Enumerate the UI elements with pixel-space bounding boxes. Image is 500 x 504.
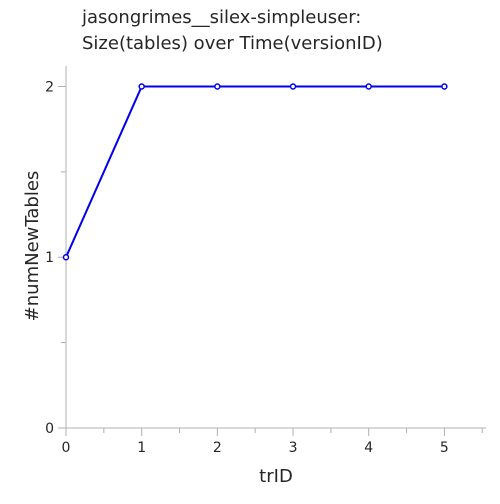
series-line (65, 85, 445, 258)
x-tick-label: 0 (62, 440, 71, 456)
chart-title-line-1: jasongrimes__silex-simpleuser: (82, 7, 362, 28)
chart-title-line-2: Size(tables) over Time(versionID) (82, 33, 383, 54)
data-point (289, 83, 297, 90)
data-point (214, 83, 221, 90)
y-tick-label: 2 (45, 79, 54, 95)
x-tick-label: 1 (137, 440, 146, 456)
data-point (62, 253, 70, 261)
series-layer (62, 83, 448, 261)
ticks: 0 1 2 3 4 5 0 1 2 (45, 79, 483, 456)
x-axis-label: trID (259, 466, 293, 487)
x-tick-label: 2 (213, 440, 222, 456)
data-point (441, 83, 448, 90)
x-tick-label: 4 (364, 440, 373, 456)
axes (65, 66, 486, 429)
y-tick-label: 1 (45, 250, 54, 266)
x-tick-label: 5 (440, 440, 449, 456)
data-point (138, 83, 145, 90)
x-tick-label: 3 (289, 440, 298, 456)
y-tick-label: 0 (45, 421, 54, 437)
data-point (365, 83, 372, 90)
y-axis-label: #numNewTables (22, 171, 43, 322)
